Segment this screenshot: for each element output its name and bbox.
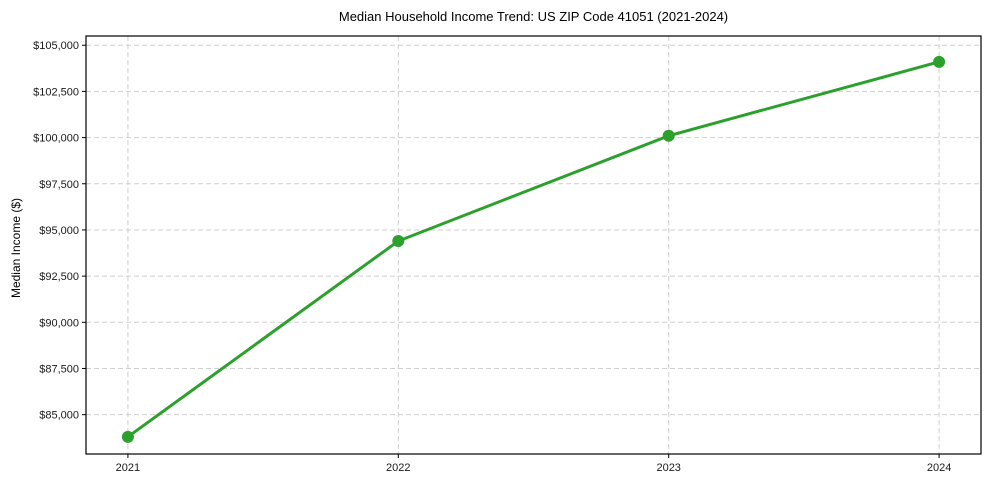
data-point-2022 <box>392 235 405 248</box>
trend-line <box>126 60 941 439</box>
x-tick-label: 2022 <box>386 462 410 474</box>
y-tick-label: $97,500 <box>39 179 79 191</box>
y-tick-label: $95,000 <box>39 225 79 237</box>
y-tick-label: $90,000 <box>39 317 79 329</box>
data-point-2021 <box>121 430 134 443</box>
y-axis-label: Median Income ($) <box>9 197 23 299</box>
chart-title: Median Household Income Trend: US ZIP Co… <box>338 9 729 24</box>
y-tick-label: $105,000 <box>33 40 79 52</box>
y-tick-label: $87,500 <box>39 363 79 375</box>
y-tick-label: $85,000 <box>39 410 79 422</box>
y-tick-label: $100,000 <box>33 133 79 145</box>
x-tick-label: 2024 <box>927 462 951 474</box>
y-tick-label: $102,500 <box>33 86 79 98</box>
x-tick-label: 2021 <box>116 462 140 474</box>
plot-frame <box>85 35 982 455</box>
data-point-2024 <box>933 55 946 68</box>
y-tick-label: $92,500 <box>39 271 79 283</box>
x-tick-label: 2023 <box>656 462 680 474</box>
data-point-2023 <box>662 129 675 142</box>
